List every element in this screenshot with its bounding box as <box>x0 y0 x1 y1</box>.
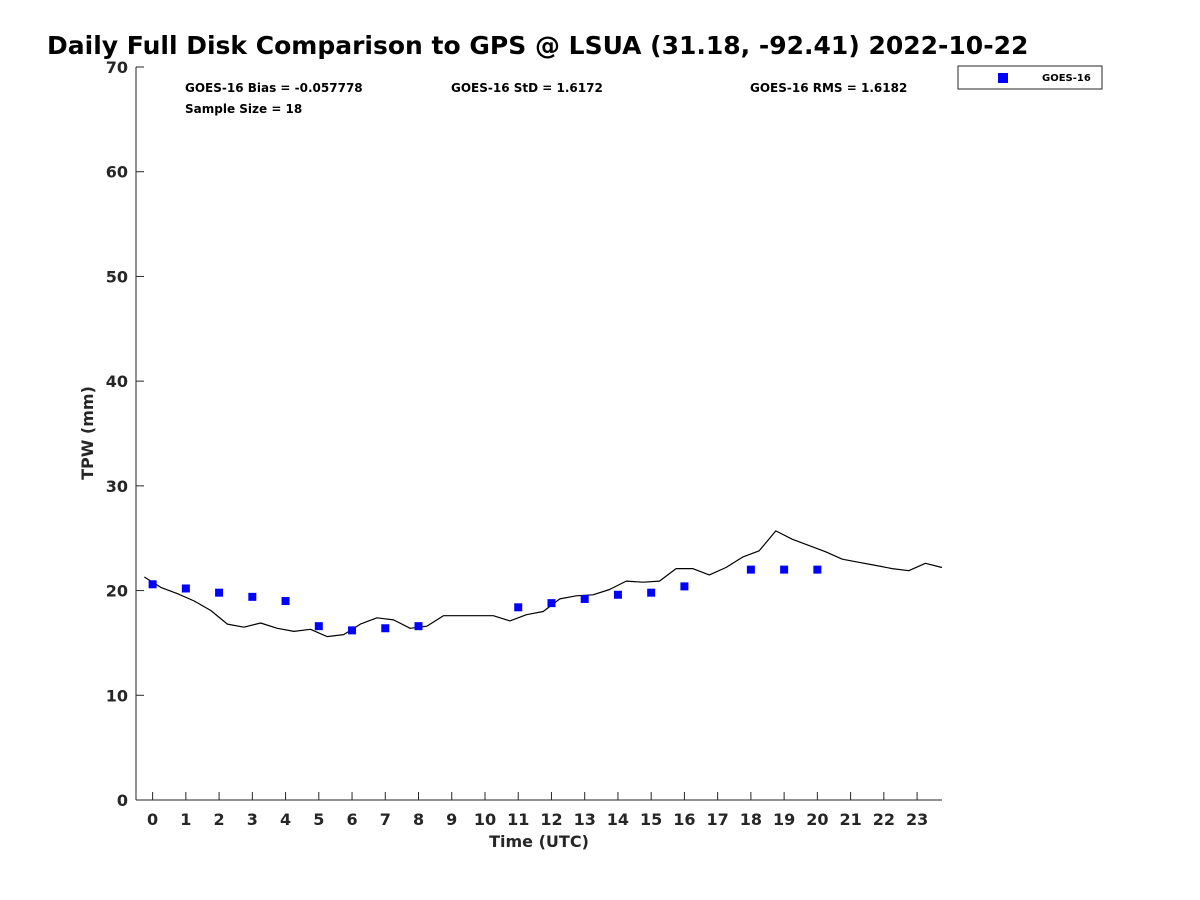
x-tick-label: 16 <box>673 810 695 829</box>
x-tick-label: 0 <box>147 810 158 829</box>
x-tick-label: 4 <box>280 810 291 829</box>
legend-label-goes-16: GOES-16 <box>1042 73 1091 84</box>
goes-16-point <box>414 622 423 631</box>
x-tick-label: 20 <box>806 810 828 829</box>
goes-16-point <box>181 584 190 593</box>
x-tick-label: 9 <box>446 810 457 829</box>
x-tick-label: 7 <box>380 810 391 829</box>
bias-stat: GOES-16 Bias = -0.057778 <box>185 81 363 95</box>
series-layer <box>143 530 943 638</box>
goes-16-point <box>281 597 290 606</box>
y-axis-label: TPW (mm) <box>78 386 97 480</box>
axes <box>135 67 942 801</box>
legend-marker-goes-16 <box>998 73 1008 83</box>
x-tick-label: 17 <box>707 810 729 829</box>
y-tick-label: 70 <box>106 58 128 77</box>
goes-16-point <box>580 594 589 603</box>
goes-16-point <box>348 626 357 635</box>
goes-16-point <box>148 580 157 589</box>
x-axis-label: Time (UTC) <box>489 832 589 851</box>
x-tick-label: 18 <box>740 810 762 829</box>
legend: GOES-16 <box>957 65 1103 90</box>
rms-stat: GOES-16 RMS = 1.6182 <box>750 81 907 95</box>
x-tick-label: 19 <box>773 810 795 829</box>
x-tick-label: 22 <box>873 810 895 829</box>
y-tick-label: 40 <box>106 372 128 391</box>
goes-16-point <box>381 624 390 633</box>
y-tick-label: 20 <box>106 582 128 601</box>
y-tick-label: 60 <box>106 163 128 182</box>
goes-16-point <box>813 565 822 574</box>
x-tick-label: 15 <box>640 810 662 829</box>
goes-16-point <box>780 565 789 574</box>
goes-16-point <box>746 565 755 574</box>
y-ticks: 0 10 20 30 40 50 60 70 <box>106 58 144 810</box>
x-ticks: 0 1 2 3 4 5 6 7 8 9 10 11 12 13 14 15 16 17 18 19 20 21 22 23 <box>147 792 928 829</box>
sample-size-stat: Sample Size = 18 <box>185 102 302 116</box>
goes-16-point <box>547 599 556 608</box>
goes-16-point <box>647 588 656 597</box>
y-tick-label: 0 <box>117 791 128 810</box>
x-tick-label: 2 <box>214 810 225 829</box>
gps-series-line <box>143 530 943 638</box>
goes-16-point <box>215 588 224 597</box>
x-tick-label: 23 <box>906 810 928 829</box>
x-tick-label: 8 <box>413 810 424 829</box>
x-tick-label: 1 <box>180 810 191 829</box>
legend-box <box>957 65 1103 90</box>
y-tick-label: 50 <box>106 267 128 286</box>
x-tick-label: 11 <box>507 810 529 829</box>
x-tick-label: 12 <box>540 810 562 829</box>
goes-16-point <box>248 592 257 601</box>
goes-16-point <box>613 590 622 599</box>
goes-16-point <box>314 622 323 631</box>
y-tick-label: 10 <box>106 686 128 705</box>
chart-title: Daily Full Disk Comparison to GPS @ LSUA… <box>47 31 1028 60</box>
y-tick-label: 30 <box>106 477 128 496</box>
x-tick-label: 13 <box>574 810 596 829</box>
std-stat: GOES-16 StD = 1.6172 <box>451 81 603 95</box>
goes-16-point <box>514 603 523 612</box>
goes-16-point <box>680 582 689 591</box>
x-tick-label: 21 <box>839 810 861 829</box>
x-tick-label: 3 <box>247 810 258 829</box>
x-tick-label: 5 <box>313 810 324 829</box>
x-tick-label: 10 <box>474 810 496 829</box>
x-tick-label: 14 <box>607 810 629 829</box>
x-tick-label: 6 <box>346 810 357 829</box>
